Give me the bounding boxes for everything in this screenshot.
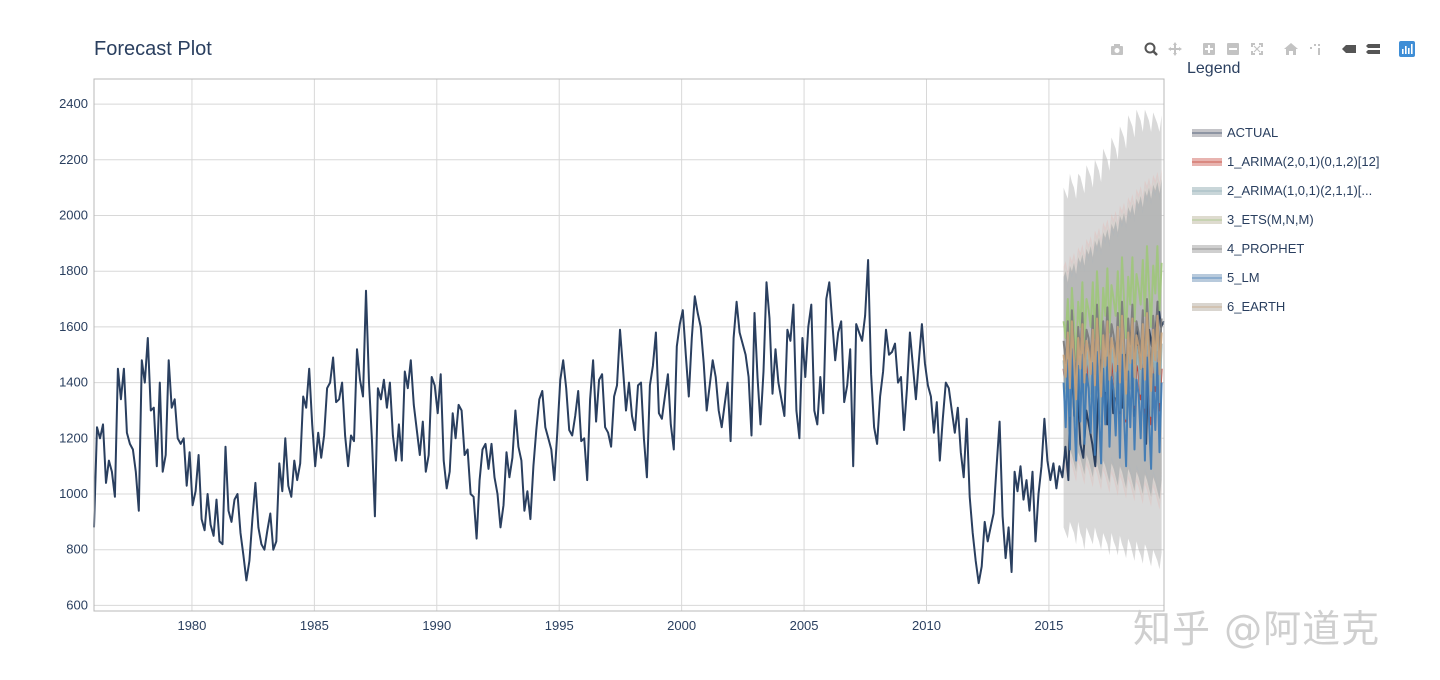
legend-title: Legend [1187,60,1241,77]
legend-swatch-line [1192,305,1222,308]
x-tick-label: 1985 [300,618,329,633]
legend-swatch-band [1192,157,1222,166]
legend-swatch [1192,302,1222,312]
legend-swatch-line [1192,247,1222,250]
forecast-line-6 [1062,312,1163,401]
x-tick-label: 2000 [667,618,696,633]
x-axis-tick-labels: 1980 1985 1990 1995 2000 2005 2010 2015 [177,618,1063,633]
legend-swatch [1192,273,1222,283]
forecast-line-5 [1062,348,1163,470]
legend-label: ACTUAL [1227,125,1279,140]
legend-swatch [1192,244,1222,254]
legend-swatch-band [1192,273,1222,282]
hover-compare-button[interactable] [1362,38,1384,60]
x-tick-label: 1980 [177,618,206,633]
y-tick-label: 1800 [59,263,88,278]
legend-swatch [1192,186,1222,196]
y-tick-label: 600 [66,597,88,612]
pan-button[interactable] [1164,38,1186,60]
zoom-icon [1144,42,1158,56]
y-tick-label: 1000 [59,486,88,501]
chart-title: Forecast Plot [94,38,212,60]
legend-swatch-band [1192,244,1222,253]
autoscale-icon [1251,43,1263,55]
y-tick-label: 1600 [59,319,88,334]
legend-item[interactable]: 3_ETS(M,N,M) [1192,205,1379,234]
spike-lines-button[interactable] [1304,38,1326,60]
home-icon [1284,43,1298,55]
legend-swatch-line [1192,189,1222,192]
x-tick-label: 1995 [545,618,574,633]
y-tick-label: 800 [66,542,88,557]
hover-closest-icon [1342,45,1356,53]
camera-button[interactable] [1106,38,1128,60]
series-lines [93,245,1165,585]
legend-swatch [1192,215,1222,225]
legend-swatch-line [1192,160,1222,163]
axes [93,78,1165,612]
legend-swatch-band [1192,302,1222,311]
y-tick-label: 2200 [59,152,88,167]
y-tick-label: 2000 [59,207,88,222]
plotly-logo-icon [1399,41,1415,57]
legend-label: 6_EARTH [1227,299,1286,314]
legend-items: ACTUAL 1_ARIMA(2,0,1)(0,1,2)[12] 2_ARIMA(1… [1192,118,1379,321]
y-tick-label: 1400 [59,375,88,390]
legend-swatch [1192,157,1222,167]
legend-swatch-band [1192,128,1222,137]
y-axis-tick-labels: 600 800 1000 1200 1400 1600 1800 2000 2200 2400 [59,96,88,612]
grid-lines [94,79,1164,611]
pan-icon [1168,42,1182,56]
plot-toolbar [1106,38,1418,60]
y-tick-label: 1200 [59,430,88,445]
zoom-out-icon [1227,43,1239,55]
legend-item[interactable]: ACTUAL [1192,118,1379,147]
x-tick-label: 2010 [912,618,941,633]
legend-item[interactable]: 2_ARIMA(1,0,1)(2,1,1)[... [1192,176,1379,205]
legend-label: 4_PROPHET [1227,241,1305,256]
legend-item[interactable]: 4_PROPHET [1192,234,1379,263]
spike-lines-icon [1310,44,1320,55]
x-tick-label: 2005 [790,618,819,633]
zoom-in-icon [1203,43,1215,55]
autoscale-button[interactable] [1246,38,1268,60]
legend-swatch-line [1192,131,1222,134]
y-tick-label: 2400 [59,96,88,111]
legend-swatch [1192,128,1222,138]
legend: Legend ACTUAL 1_ARIMA(2,0,1)(0,1,2)[12] 2_… [1187,58,1427,314]
legend-label: 1_ARIMA(2,0,1)(0,1,2)[12] [1227,154,1380,169]
legend-label: 5_LM [1227,270,1260,285]
watermark: 知乎 @阿道克 [1133,607,1381,651]
camera-icon [1111,44,1123,55]
zoom-button[interactable] [1140,38,1162,60]
legend-swatch-line [1192,218,1222,221]
plotly-logo-button[interactable] [1396,38,1418,60]
legend-item[interactable]: 6_EARTH [1192,292,1379,321]
home-button[interactable] [1280,38,1302,60]
legend-label: 2_ARIMA(1,0,1)(2,1,1)[... [1227,183,1373,198]
x-tick-label: 2015 [1034,618,1063,633]
hover-closest-button[interactable] [1338,38,1360,60]
zoom-in-button[interactable] [1198,38,1220,60]
actual-series-line [93,259,1165,585]
forecast-line-3 [1062,245,1163,362]
plot-frame [93,78,1165,612]
legend-item[interactable]: 1_ARIMA(2,0,1)(0,1,2)[12] [1192,147,1379,176]
x-tick-label: 1990 [422,618,451,633]
legend-item[interactable]: 5_LM [1192,263,1379,292]
legend-swatch-band [1192,186,1222,195]
legend-label: 3_ETS(M,N,M) [1227,212,1314,227]
legend-swatch-band [1192,215,1222,224]
zoom-out-button[interactable] [1222,38,1244,60]
legend-swatch-line [1192,276,1222,279]
hover-compare-icon [1366,44,1380,54]
